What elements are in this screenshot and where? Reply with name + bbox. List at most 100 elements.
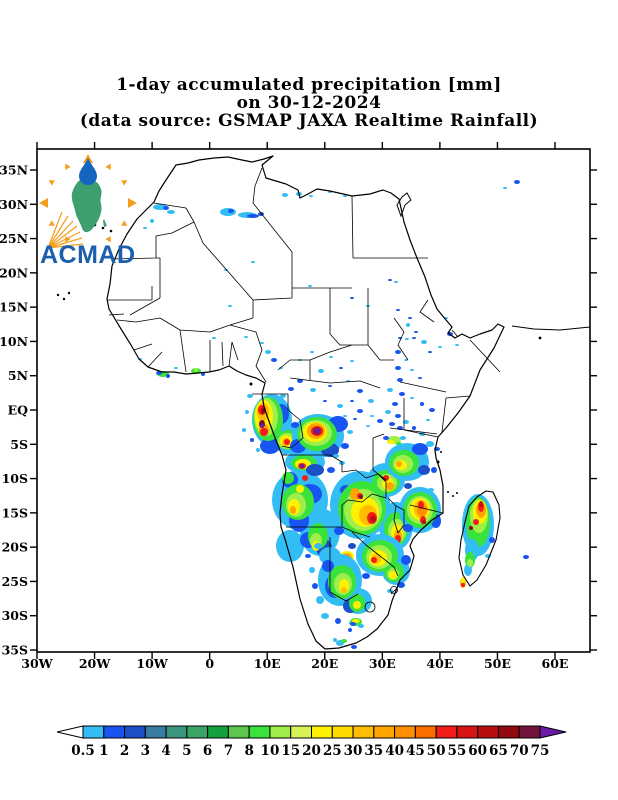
sun-ray-icon <box>39 198 48 208</box>
colorbar-segment <box>414 725 437 739</box>
precip-cell <box>167 210 175 214</box>
lat-label: 5N <box>8 368 28 383</box>
precip-cell <box>352 619 360 623</box>
precip-cell <box>302 475 308 481</box>
precip-cell <box>418 377 422 379</box>
precip-cell <box>392 402 398 406</box>
precip-cell <box>422 520 426 524</box>
precip-cell <box>429 408 435 412</box>
precip-cell <box>150 219 154 223</box>
precip-cell <box>357 389 363 393</box>
precip-cell <box>244 336 248 338</box>
precip-cell <box>467 559 473 567</box>
precip-cell <box>341 639 347 643</box>
lesotho-border <box>364 601 376 613</box>
precip-cell <box>431 467 437 473</box>
colorbar-underflow-arrow <box>56 725 84 739</box>
precip-cell <box>247 214 259 218</box>
colorbar-segment <box>290 725 312 739</box>
precip-cell <box>461 583 465 587</box>
precip-cell <box>309 567 315 573</box>
lon-label: 20W <box>79 656 111 671</box>
precip-cell <box>395 350 401 354</box>
lon-label: 10E <box>254 656 281 671</box>
swaziland-border <box>390 586 398 594</box>
precip-cell <box>308 285 312 287</box>
lat-label: 30S <box>2 608 28 623</box>
precip-cell <box>399 392 405 396</box>
precip-cell <box>359 495 363 499</box>
colorbar-segment <box>477 725 499 739</box>
lon-label: 60E <box>542 656 569 671</box>
colorbar-segment <box>186 725 209 739</box>
colorbar-segment <box>269 725 292 739</box>
precip-cell <box>473 519 479 525</box>
precip-cell <box>412 443 428 455</box>
precip-cell <box>403 524 413 532</box>
figure-title: 1-day accumulated precipitation [mm] on … <box>0 76 618 130</box>
precip-cell <box>282 193 288 197</box>
precip-cell <box>174 367 178 369</box>
precip-cell <box>358 624 364 628</box>
sun-ray-icon <box>121 220 128 226</box>
colorbar-level-label: 60 <box>468 743 487 759</box>
sun-ray-icon <box>121 180 128 186</box>
precip-cell <box>350 360 354 362</box>
colorbar-level-label: 70 <box>510 743 529 759</box>
precip-cell <box>194 368 198 372</box>
precip-cell <box>291 422 299 428</box>
lon-label: 30E <box>369 656 396 671</box>
precip-cell <box>396 309 400 311</box>
colorbar-segment <box>352 725 375 739</box>
colorbar-segment <box>497 725 520 739</box>
precip-cell <box>388 279 392 281</box>
lat-label: 25S <box>2 574 28 589</box>
border-lines-central-east <box>252 299 501 470</box>
precip-cell <box>314 428 320 434</box>
sun-ray-icon <box>65 236 71 243</box>
sun-ray-icon <box>65 163 71 170</box>
precip-cell <box>314 543 322 549</box>
colorbar-level-label: 8 <box>244 743 253 759</box>
colorbar-segment <box>103 725 126 739</box>
lat-label: 35N <box>0 163 28 178</box>
precip-cell <box>426 441 434 447</box>
precip-cell <box>341 587 347 593</box>
lon-label: 0 <box>205 656 214 671</box>
precip-cell <box>414 331 418 333</box>
precip-cell <box>250 438 254 442</box>
island-dot <box>440 451 442 453</box>
colorbar-level-label: 5 <box>182 743 191 759</box>
precip-cell <box>341 443 349 449</box>
precip-cell <box>300 464 304 468</box>
precip-cell <box>461 577 465 583</box>
precip-cell <box>318 369 324 373</box>
water-drop-icon <box>79 158 97 185</box>
sun-ray-icon <box>48 220 55 226</box>
precip-cell <box>256 448 260 452</box>
precip-cell <box>479 501 483 507</box>
precip-cell <box>404 483 412 489</box>
precip-cell <box>327 467 335 473</box>
lon-label: 10W <box>136 656 168 671</box>
arabia-coastline <box>511 325 591 331</box>
precip-cell <box>400 436 406 440</box>
precip-cell <box>245 410 249 414</box>
precip-cell <box>343 415 347 417</box>
precip-cell <box>309 195 313 197</box>
title-line-1: 1-day accumulated precipitation [mm] <box>116 75 502 95</box>
precip-cell <box>337 404 343 408</box>
graticule-frame <box>36 148 591 653</box>
colorbar-segment <box>207 725 229 739</box>
lat-label: EQ <box>8 402 29 417</box>
colorbar-level-label: 55 <box>448 743 467 759</box>
precip-cell <box>438 346 442 348</box>
precip-cell <box>385 410 391 414</box>
island-dot <box>452 495 454 497</box>
precip-cell <box>396 461 402 467</box>
precip-cell <box>306 464 324 476</box>
lon-label: 20E <box>311 656 338 671</box>
precip-cell <box>310 351 314 353</box>
precip-cell <box>403 420 409 424</box>
